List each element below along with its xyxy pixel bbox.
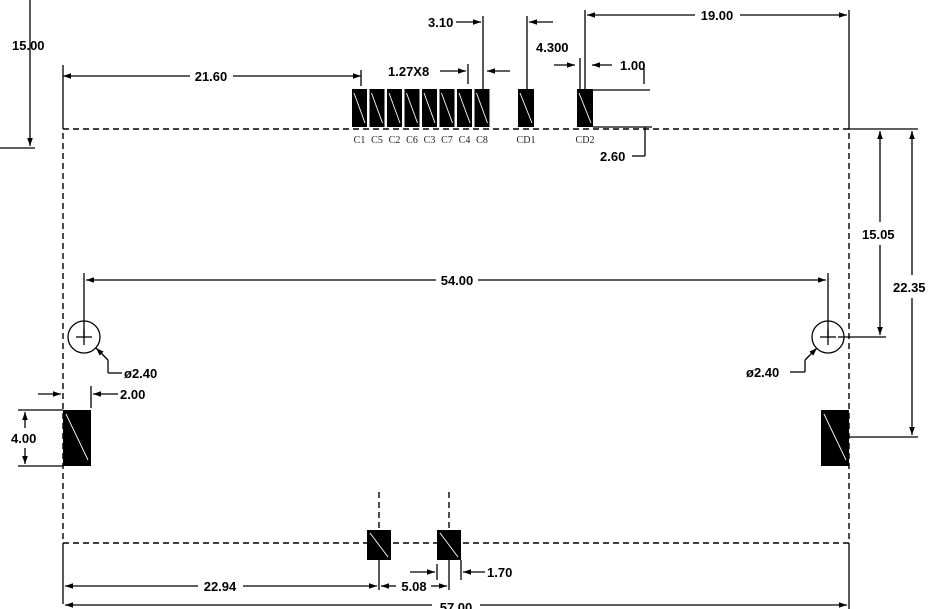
pin-label-c8: C8 (476, 135, 488, 146)
pin-label-c1: C1 (354, 135, 366, 146)
pin-label-c6: C6 (406, 135, 418, 146)
dim-3-10: 3.10 (428, 15, 483, 90)
svg-text:22.35: 22.35 (893, 280, 926, 295)
dim-2-60: 2.60 (593, 127, 652, 164)
svg-text:15.05: 15.05 (862, 227, 895, 242)
svg-text:1.70: 1.70 (487, 565, 512, 580)
dim-15-00-left: 15.00 (0, 0, 45, 148)
dim-4-300: 4.300 (527, 16, 575, 89)
svg-text:57.00: 57.00 (440, 600, 473, 609)
dim-5-08: 5.08 (381, 560, 449, 594)
bottom-pad-1 (367, 492, 391, 560)
contact-pad-c6 (405, 89, 420, 127)
pin-label-c5: C5 (371, 135, 383, 146)
svg-text:54.00: 54.00 (441, 273, 474, 288)
pin-label-c4: C4 (459, 135, 471, 146)
svg-text:3.10: 3.10 (428, 15, 453, 30)
svg-text:2.00: 2.00 (120, 387, 145, 402)
dim-diameter-left: ø2.40 (96, 348, 157, 381)
contact-pads (352, 89, 490, 127)
svg-text:ø2.40: ø2.40 (746, 365, 779, 380)
contact-labels: C1 C5 C2 C6 C3 C7 C4 C8 (354, 135, 488, 146)
pin-label-c2: C2 (389, 135, 401, 146)
contact-pad-c7 (440, 89, 455, 127)
dim-1-27x8: 1.27X8 (388, 64, 510, 84)
pin-label-c3: C3 (424, 135, 436, 146)
dim-diameter-right: ø2.40 (746, 348, 817, 380)
detect-pin-cd1 (518, 89, 534, 127)
svg-text:1.00: 1.00 (620, 58, 645, 73)
svg-text:15.00: 15.00 (12, 38, 45, 53)
contact-pad-c4 (457, 89, 472, 127)
dim-2-00: 2.00 (38, 386, 145, 408)
svg-text:4.00: 4.00 (11, 431, 36, 446)
contact-pad-c1 (352, 89, 367, 127)
detect-pin-cd2 (577, 89, 593, 127)
svg-text:ø2.40: ø2.40 (124, 366, 157, 381)
bottom-pad-2 (437, 492, 461, 560)
contact-pad-c5 (370, 89, 385, 127)
side-pad-right (821, 410, 849, 466)
dim-1-70: 1.70 (461, 560, 512, 580)
dim-22-35: 22.35 (849, 131, 926, 437)
svg-text:5.08: 5.08 (401, 579, 426, 594)
svg-text:22.94: 22.94 (204, 579, 237, 594)
svg-text:21.60: 21.60 (195, 69, 228, 84)
side-pad-left (63, 410, 91, 466)
dim-1-00: 1.00 (580, 58, 650, 90)
pin-label-c7: C7 (441, 135, 453, 146)
contact-pad-c8 (475, 89, 490, 127)
svg-text:19.00: 19.00 (701, 8, 734, 23)
svg-text:2.60: 2.60 (600, 149, 625, 164)
contact-pad-c3 (422, 89, 437, 127)
pin-label-cd1: CD1 (517, 135, 536, 146)
svg-text:1.27X8: 1.27X8 (388, 64, 429, 79)
dim-15-05: 15.05 (838, 129, 918, 337)
dim-21-60: 21.60 (63, 65, 361, 129)
dim-54-00: 54.00 (84, 273, 828, 337)
pin-label-cd2: CD2 (576, 135, 595, 146)
dim-4-00: 4.00 (11, 410, 63, 466)
contact-pad-c2 (387, 89, 402, 127)
board-outline (63, 129, 849, 543)
svg-text:4.300: 4.300 (536, 40, 569, 55)
dim-22-94: 22.94 (63, 543, 379, 604)
